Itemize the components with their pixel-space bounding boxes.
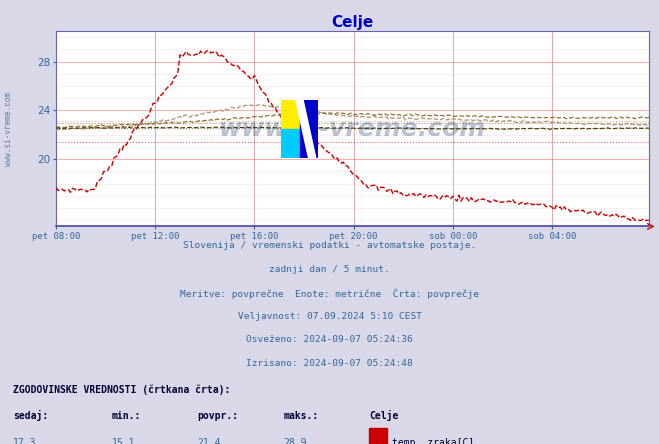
Text: www.si-vreme.com: www.si-vreme.com <box>219 117 486 141</box>
Text: Slovenija / vremenski podatki - avtomatske postaje.: Slovenija / vremenski podatki - avtomats… <box>183 242 476 250</box>
Polygon shape <box>296 100 316 158</box>
Text: povpr.:: povpr.: <box>198 411 239 421</box>
Bar <box>369 428 387 444</box>
Text: ZGODOVINSKE VREDNOSTI (črtkana črta):: ZGODOVINSKE VREDNOSTI (črtkana črta): <box>13 384 231 395</box>
Text: 28,9: 28,9 <box>283 438 307 444</box>
Text: zadnji dan / 5 minut.: zadnji dan / 5 minut. <box>269 265 390 274</box>
Bar <box>281 129 300 158</box>
Text: 17,3: 17,3 <box>13 438 37 444</box>
Text: Veljavnost: 07.09.2024 5:10 CEST: Veljavnost: 07.09.2024 5:10 CEST <box>237 312 422 321</box>
Text: Celje: Celje <box>369 410 399 421</box>
Bar <box>300 100 318 158</box>
Text: maks.:: maks.: <box>283 411 318 421</box>
Text: www.si-vreme.com: www.si-vreme.com <box>4 92 13 166</box>
Text: 21,4: 21,4 <box>198 438 221 444</box>
Text: sedaj:: sedaj: <box>13 410 48 421</box>
Text: Osveženo: 2024-09-07 05:24:36: Osveženo: 2024-09-07 05:24:36 <box>246 335 413 345</box>
Title: Celje: Celje <box>331 15 374 30</box>
Text: Meritve: povprečne  Enote: metrične  Črta: povprečje: Meritve: povprečne Enote: metrične Črta:… <box>180 289 479 299</box>
Bar <box>281 100 300 129</box>
Text: temp. zraka[C]: temp. zraka[C] <box>392 438 474 444</box>
Text: 15,1: 15,1 <box>112 438 136 444</box>
Text: min.:: min.: <box>112 411 142 421</box>
Text: Izrisano: 2024-09-07 05:24:48: Izrisano: 2024-09-07 05:24:48 <box>246 359 413 368</box>
